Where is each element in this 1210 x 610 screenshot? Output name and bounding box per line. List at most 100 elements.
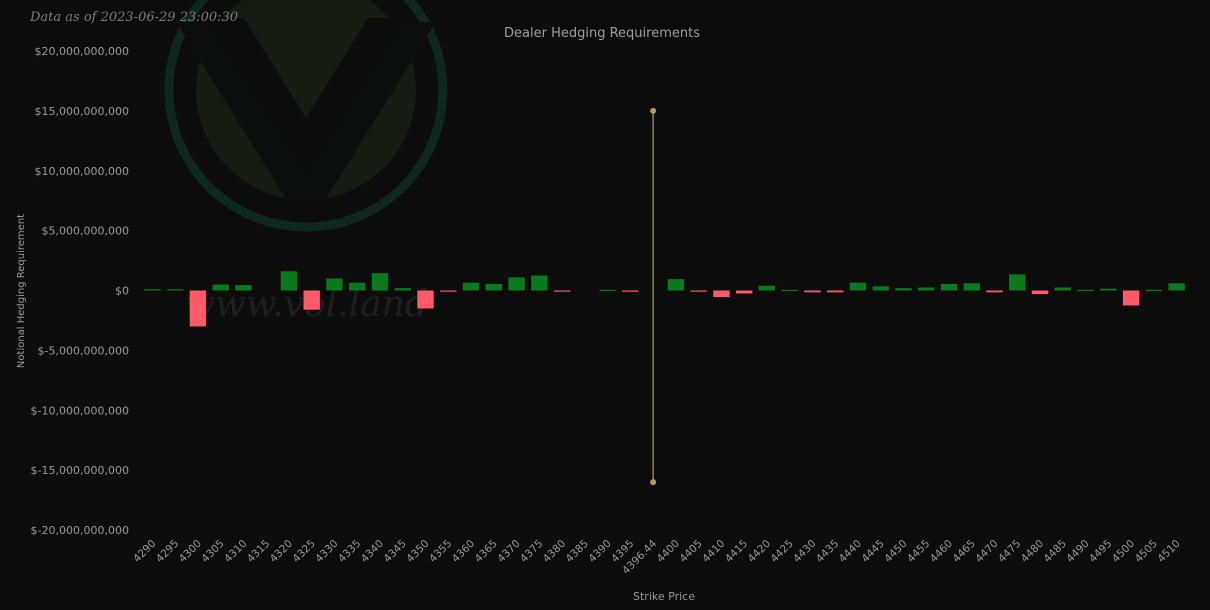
x-tick-label: 4455 — [905, 538, 932, 565]
x-tick-label: 4335 — [336, 538, 363, 565]
bar-4435 — [827, 290, 844, 293]
bar-4405 — [690, 290, 707, 292]
y-tick-label: $-15,000,000,000 — [31, 464, 129, 477]
x-tick-label: 4510 — [1155, 538, 1182, 565]
x-tick-label: 4410 — [700, 538, 727, 565]
x-tick-label: 4505 — [1133, 538, 1160, 565]
bar-4330 — [326, 278, 343, 291]
x-tick-label: 4345 — [381, 538, 408, 565]
bar-4450 — [895, 288, 912, 291]
bar-4335 — [349, 282, 366, 291]
bar-4340 — [371, 273, 389, 291]
x-tick-label: 4290 — [131, 538, 158, 565]
x-tick-label: 4425 — [768, 538, 795, 565]
bar-4380 — [553, 290, 571, 292]
x-tick-label: 4305 — [199, 538, 226, 565]
x-tick-label: 4400 — [655, 538, 682, 565]
y-tick-label: $0 — [115, 285, 129, 298]
bar-4290 — [144, 289, 161, 291]
bar-4425 — [781, 289, 798, 292]
as-of-timestamp: Data as of 2023-06-29 23:00:30 — [30, 10, 239, 25]
y-axis: $20,000,000,000 $15,000,000,000 $10,000,00… — [31, 45, 129, 537]
x-tick-label: 4490 — [1064, 538, 1091, 565]
bar-4400 — [667, 279, 685, 291]
bar-4500 — [1122, 290, 1140, 306]
x-tick-label: 4365 — [473, 538, 500, 565]
x-tick-label: 4390 — [586, 538, 613, 565]
x-tick-label: 4405 — [677, 538, 704, 565]
x-tick-label: 4340 — [359, 538, 386, 565]
x-tick-label: 4310 — [222, 538, 249, 565]
bar-4355 — [440, 290, 457, 292]
y-tick-label: $5,000,000,000 — [42, 225, 129, 238]
x-tick-label: 4415 — [723, 538, 750, 565]
x-tick-label: 4315 — [245, 538, 272, 565]
bar-4460 — [940, 283, 958, 291]
x-tick-label: 4430 — [791, 538, 818, 565]
bar-4470 — [986, 290, 1003, 293]
bar-4350 — [417, 290, 434, 309]
bar-4420 — [758, 285, 776, 291]
bars-group — [144, 271, 1185, 327]
bar-4475 — [1009, 274, 1026, 291]
x-tick-label: 4495 — [1087, 538, 1114, 565]
x-tick-label: 4330 — [313, 538, 340, 565]
x-tick-label: 4295 — [154, 538, 181, 565]
x-tick-label: 4385 — [564, 538, 591, 565]
x-tick-label: 4380 — [541, 538, 568, 565]
bar-4440 — [849, 282, 867, 291]
x-tick-label: 4300 — [177, 538, 204, 565]
bar-4465 — [963, 283, 980, 291]
x-tick-label: 4475 — [996, 538, 1023, 565]
bar-4495 — [1100, 288, 1117, 291]
y-tick-label: $-20,000,000,000 — [31, 524, 129, 537]
x-tick-label: 4355 — [427, 538, 454, 565]
x-tick-label: 4435 — [814, 538, 841, 565]
bar-4365 — [485, 283, 502, 291]
x-tick-label: 4325 — [290, 538, 317, 565]
x-tick-label: 4375 — [518, 538, 545, 565]
x-tick-label: 4350 — [404, 538, 431, 565]
spot-line-top-dot — [650, 107, 657, 114]
bar-4485 — [1054, 287, 1072, 291]
bar-4370 — [508, 277, 525, 291]
y-tick-label: $-5,000,000,000 — [38, 344, 129, 357]
bar-4505 — [1145, 289, 1163, 292]
x-tick-label: 4485 — [1042, 538, 1069, 565]
bar-4510 — [1168, 283, 1185, 291]
bar-4430 — [804, 290, 821, 293]
vol-land-logo-watermark — [164, 0, 448, 232]
y-axis-label: Notional Hedging Requirement — [16, 214, 27, 368]
x-tick-label: 4420 — [746, 538, 773, 565]
bar-4345 — [394, 288, 411, 291]
bar-4360 — [462, 282, 480, 291]
bar-4410 — [713, 290, 730, 298]
x-tick-label: 4360 — [450, 538, 477, 565]
y-tick-label: $20,000,000,000 — [35, 45, 129, 58]
spot-line-bottom-dot — [650, 479, 657, 486]
x-tick-label: 4445 — [859, 538, 886, 565]
bar-4480 — [1031, 290, 1049, 295]
bar-4395 — [622, 290, 639, 292]
x-axis-label: Strike Price — [633, 590, 695, 603]
x-tick-label: 4460 — [928, 538, 955, 565]
x-tick-label: 4470 — [973, 538, 1000, 565]
x-tick-label: 4370 — [495, 538, 522, 565]
bar-4320 — [280, 271, 298, 291]
bar-4390 — [599, 289, 616, 292]
spot-price-marker — [650, 107, 657, 486]
x-tick-label: 4480 — [1019, 538, 1046, 565]
x-tick-label: 4440 — [837, 538, 864, 565]
y-tick-label: $10,000,000,000 — [35, 165, 129, 178]
bar-4490 — [1077, 289, 1094, 292]
bar-4455 — [918, 287, 935, 291]
x-tick-label: 4500 — [1110, 538, 1137, 565]
chart-title: Dealer Hedging Requirements — [504, 26, 700, 41]
bar-4300 — [189, 290, 207, 327]
bar-4305 — [212, 284, 229, 291]
bar-4415 — [735, 290, 753, 294]
bar-4310 — [235, 285, 252, 291]
x-tick-label: 4320 — [268, 538, 295, 565]
y-tick-label: $-10,000,000,000 — [31, 404, 129, 417]
